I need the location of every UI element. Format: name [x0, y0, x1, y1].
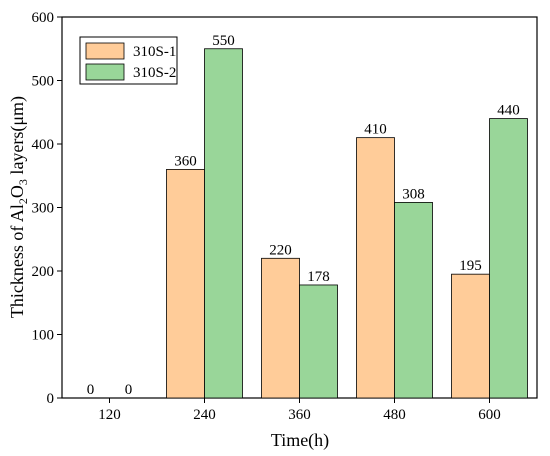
- y-axis-title-pre: Thickness of Al: [7, 204, 27, 318]
- data-label: 308: [402, 186, 425, 202]
- y-axis-title-post: layers(μm): [7, 96, 28, 179]
- y-tick-label: 0: [47, 391, 55, 407]
- y-tick-label: 600: [32, 10, 55, 26]
- data-label: 0: [87, 382, 95, 398]
- bar-310s-2-360: [299, 284, 338, 399]
- legend-swatch-310s-2: [85, 63, 125, 81]
- bar-310s-1-600: [451, 273, 490, 399]
- x-axis-title: Time(h): [271, 430, 329, 451]
- y-axis-title-sub2: 3: [16, 179, 30, 185]
- data-label: 550: [212, 33, 235, 49]
- x-tick-label: 600: [478, 407, 501, 423]
- data-label: 440: [497, 103, 520, 119]
- data-label: 195: [459, 258, 482, 274]
- y-axis-title-sub1: 2: [16, 198, 30, 204]
- data-label: 0: [125, 382, 133, 398]
- legend-label-310s-2: 310S-2: [133, 65, 176, 81]
- bars-group: [166, 48, 528, 399]
- x-tick-label: 120: [98, 407, 121, 423]
- y-tick-label: 500: [32, 74, 55, 90]
- y-tick-label: 300: [32, 201, 55, 217]
- legend-swatch-310s-1: [85, 42, 125, 60]
- bar-310s-1-480: [356, 137, 395, 399]
- bar-310s-1-360: [261, 257, 300, 399]
- y-axis-title-mid: O: [7, 185, 27, 198]
- x-axis: 120 240 360 480 600: [98, 398, 501, 423]
- legend: 310S-1 310S-2: [79, 36, 178, 85]
- bar-310s-2-480: [394, 202, 433, 399]
- legend-label-310s-1: 310S-1: [133, 44, 176, 60]
- bar-310s-2-240: [204, 48, 243, 399]
- x-tick-label: 360: [288, 407, 311, 423]
- data-labels-group: 0 0 360 550 220 178 410 308 195 440: [87, 33, 520, 398]
- data-label: 178: [307, 269, 330, 285]
- y-axis-title: Thickness of Al2O3 layers(μm): [7, 96, 30, 318]
- y-tick-label: 100: [32, 328, 55, 344]
- y-tick-label: 400: [32, 137, 55, 153]
- bar-310s-2-600: [489, 118, 528, 399]
- y-tick-label: 200: [32, 264, 55, 280]
- data-label: 410: [364, 122, 387, 138]
- x-tick-label: 240: [193, 407, 216, 423]
- x-tick-label: 480: [383, 407, 406, 423]
- data-label: 360: [174, 153, 197, 169]
- y-axis: 0 100 200 300 400 500 600: [32, 10, 62, 407]
- data-label: 220: [269, 242, 292, 258]
- bar-310s-1-240: [166, 168, 205, 399]
